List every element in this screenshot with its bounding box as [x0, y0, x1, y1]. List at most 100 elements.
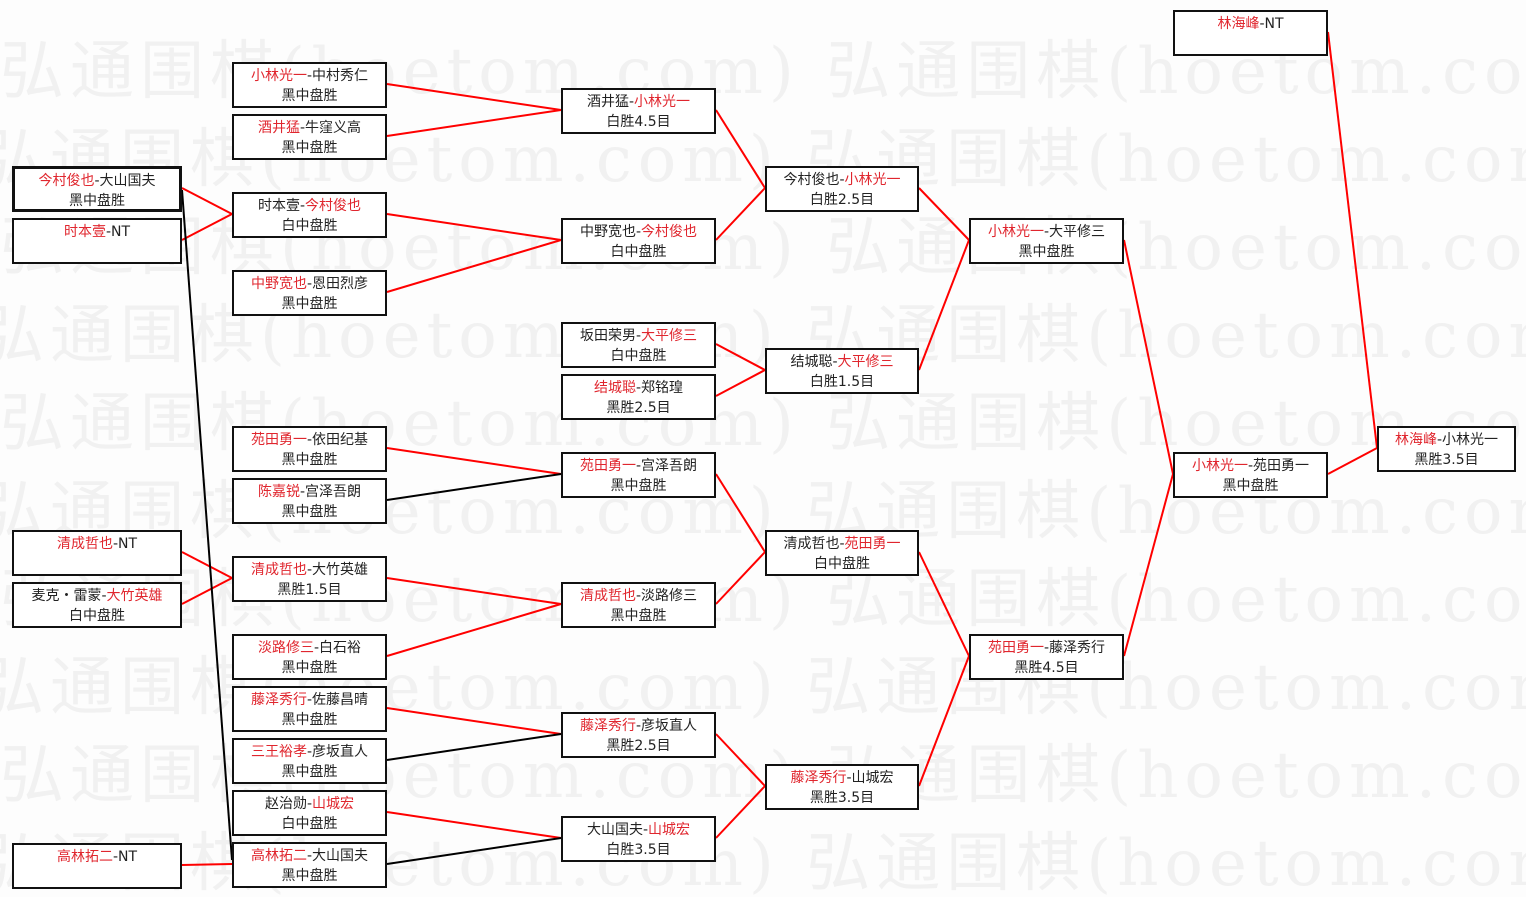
player-name: 佐藤昌晴 — [312, 692, 369, 708]
match-result: 黑胜2.5目 — [606, 400, 671, 416]
player-name: 大平修三 — [1049, 224, 1106, 240]
match-result: 白中盘胜 — [610, 244, 667, 260]
winner-path-line — [181, 213, 233, 241]
match-box: 藤泽秀行-佐藤昌晴 黑中盘胜 — [232, 686, 387, 732]
match-players: 麦克・雷蒙-大竹英雄 — [14, 586, 180, 606]
separator: - — [846, 770, 852, 786]
winner-name: 大平修三 — [837, 354, 894, 370]
winner-path-line — [386, 811, 562, 839]
match-result: 黑中盘胜 — [69, 193, 125, 209]
match-box: 藤泽秀行-山城宏 黑胜3.5目 — [765, 764, 919, 810]
match-players: 藤泽秀行-彦坂直人 — [563, 716, 714, 736]
winner-path-line — [386, 447, 562, 475]
loser-path-line — [386, 837, 562, 865]
separator: - — [306, 68, 313, 84]
player-name: 大山国夫 — [312, 848, 369, 864]
match-box: 时本壹-NT — [12, 218, 182, 264]
player-name: 清成哲也 — [783, 536, 840, 552]
match-players: 酒井猛-牛窪义高 — [234, 118, 385, 138]
player-name: NT — [1264, 16, 1284, 32]
match-players: 藤泽秀行-山城宏 — [767, 768, 917, 788]
match-box: 中野宽也-今村俊也 白中盘胜 — [561, 218, 716, 264]
match-result: 黑中盘胜 — [281, 88, 338, 104]
match-result: 白中盘胜 — [814, 556, 870, 572]
winner-path-line — [715, 369, 766, 397]
separator: - — [635, 458, 642, 474]
player-name: 大山国夫 — [99, 173, 156, 189]
match-box: 麦克・雷蒙-大竹英雄 白中盘胜 — [12, 582, 182, 628]
winner-name: 苑田勇一 — [250, 432, 307, 448]
match-players: 清成哲也-NT — [14, 534, 180, 554]
separator: - — [101, 588, 107, 604]
winner-name: 小林光一 — [250, 68, 307, 84]
separator: - — [635, 588, 642, 604]
winner-name: 高林拓二 — [250, 848, 307, 864]
match-players: 今村俊也-小林光一 — [767, 170, 917, 190]
match-players: 时本壹-NT — [14, 222, 180, 242]
match-players: 结城聪-大平修三 — [767, 352, 917, 372]
separator: - — [839, 172, 845, 188]
winner-path-line — [715, 785, 766, 839]
winner-name: 藤泽秀行 — [250, 692, 307, 708]
match-box: 藤泽秀行-彦坂直人 黑胜2.5目 — [561, 712, 716, 758]
match-players: 苑田勇一-宫泽吾朗 — [563, 456, 714, 476]
match-players: 中野宽也-恩田烈彦 — [234, 274, 385, 294]
match-box: 林海峰-NT — [1173, 10, 1328, 56]
winner-path-line — [386, 213, 562, 241]
winner-name: 大竹英雄 — [106, 588, 163, 604]
separator: - — [299, 198, 306, 214]
match-result: 白胜2.5目 — [809, 192, 875, 208]
match-box: 酒井猛-小林光一 白胜4.5目 — [561, 88, 716, 134]
separator: - — [313, 640, 320, 656]
winner-path-line — [386, 707, 562, 735]
winner-path-line — [918, 187, 970, 241]
winner-path-line — [1123, 473, 1174, 657]
separator: - — [299, 120, 306, 136]
match-box: 结城聪-大平修三 白胜1.5目 — [765, 348, 919, 394]
match-players: 清成哲也-淡路修三 — [563, 586, 714, 606]
player-name: 赵治勋 — [264, 796, 307, 812]
separator: - — [306, 432, 313, 448]
winner-path-line — [918, 551, 970, 657]
match-box: 小林光一-大平修三 黑中盘胜 — [969, 218, 1124, 264]
winner-path-line — [918, 239, 970, 371]
winner-path-line — [715, 473, 766, 553]
match-box: 小林光一-中村秀仁 黑中盘胜 — [232, 62, 387, 108]
match-players: 小林光一-苑田勇一 — [1175, 456, 1326, 476]
match-players: 苑田勇一-藤泽秀行 — [971, 638, 1122, 658]
match-result: 黑中盘胜 — [281, 660, 338, 676]
separator: - — [306, 692, 313, 708]
match-box: 高林拓二-大山国夫 黑中盘胜 — [232, 842, 387, 888]
match-box: 时本壹-今村俊也 白中盘胜 — [232, 192, 387, 238]
winner-name: 山城宏 — [648, 822, 691, 838]
winner-name: 小林光一 — [844, 172, 901, 188]
match-result: 黑中盘胜 — [610, 478, 667, 494]
match-result: 黑中盘胜 — [281, 868, 338, 884]
match-result: 黑中盘胜 — [281, 296, 338, 312]
player-name: 宫泽吾朗 — [305, 484, 362, 500]
match-result: 白中盘胜 — [281, 816, 338, 832]
winner-path-line — [386, 239, 562, 293]
player-name: NT — [118, 849, 138, 865]
player-name: 彦坂直人 — [641, 718, 698, 734]
winner-name: 清成哲也 — [56, 536, 113, 552]
player-name: 宫泽吾朗 — [641, 458, 698, 474]
player-name: 依田纪基 — [312, 432, 369, 448]
match-box: 苑田勇一-藤泽秀行黑胜4.5目 — [969, 634, 1124, 680]
winner-path-line — [181, 187, 233, 215]
winner-name: 今村俊也 — [641, 224, 698, 240]
winner-path-line — [715, 551, 766, 605]
player-name: 酒井猛 — [586, 94, 629, 110]
match-result: 黑胜4.5目 — [1014, 660, 1079, 676]
winner-name: 山城宏 — [312, 796, 355, 812]
winner-name: 结城聪 — [593, 380, 636, 396]
separator: - — [306, 562, 313, 578]
match-box: 苑田勇一-宫泽吾朗黑中盘胜 — [561, 452, 716, 498]
match-result: 黑胜3.5目 — [1414, 452, 1479, 468]
winner-name: 藤泽秀行 — [579, 718, 636, 734]
separator: - — [1043, 640, 1050, 656]
player-name: 白石裕 — [319, 640, 362, 656]
winner-path-line — [1123, 239, 1174, 475]
winner-name: 高林拓二 — [56, 849, 113, 865]
match-result: 黑中盘胜 — [281, 140, 338, 156]
